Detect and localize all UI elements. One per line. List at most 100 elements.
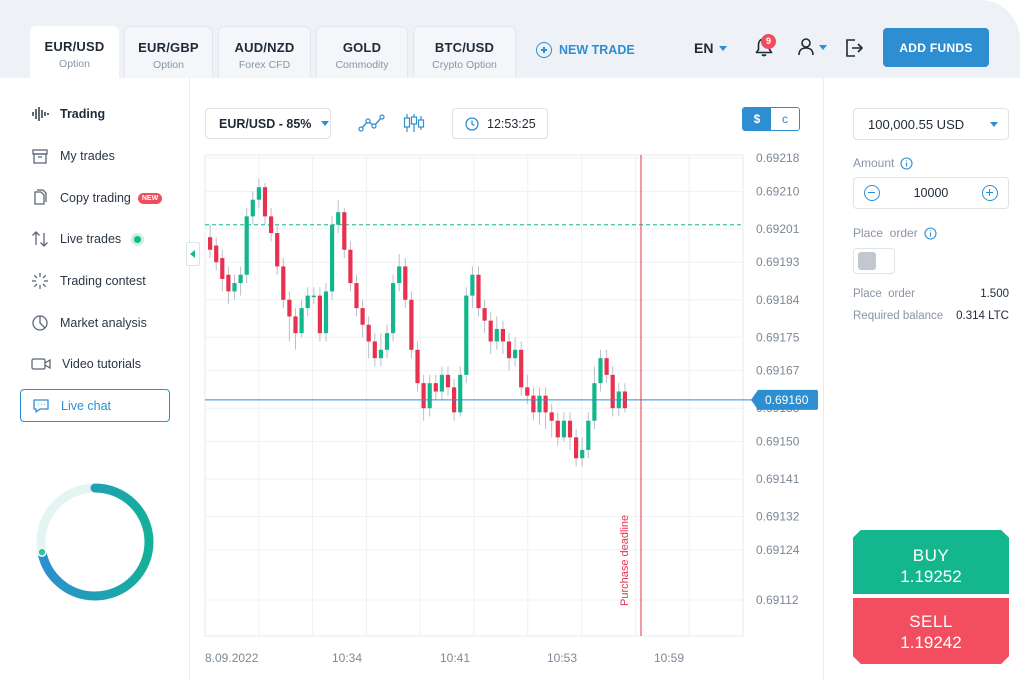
- sidebar-item-trading-contest[interactable]: Trading contest: [20, 265, 170, 297]
- candle-body: [226, 274, 231, 292]
- sidebar-item-my-trades[interactable]: My trades: [20, 140, 170, 172]
- amount-label-row: Amount: [853, 156, 913, 170]
- candle-body: [561, 420, 566, 438]
- new-trade-button[interactable]: NEW TRADE: [536, 42, 635, 58]
- sidebar-item-live-trades[interactable]: Live trades: [20, 223, 170, 255]
- info-icon[interactable]: [924, 226, 937, 240]
- x-tick-label: 10:34: [332, 651, 362, 665]
- candle-body: [592, 383, 597, 421]
- trade-panel: [823, 78, 1020, 680]
- order-row: Required balance 0.314 LTC: [853, 310, 1009, 322]
- tab-gold[interactable]: GOLD Commodity: [316, 26, 408, 78]
- burst-icon: [32, 273, 48, 289]
- candle-body: [323, 291, 329, 334]
- candle-body: [281, 266, 286, 300]
- candle-body: [336, 212, 341, 225]
- candle-body: [537, 395, 542, 413]
- candle-body: [482, 308, 487, 321]
- price-chart[interactable]: 0.69218 0.69210 0.69201 0.69193 0.69184 0.691…: [190, 145, 822, 670]
- sidebar-item-market-analysis[interactable]: Market analysis: [20, 307, 170, 339]
- candlestick-icon[interactable]: [402, 113, 426, 133]
- line-chart-icon[interactable]: [358, 113, 386, 133]
- candle-body: [403, 266, 408, 300]
- candle-body: [269, 216, 274, 234]
- archive-icon: [32, 149, 48, 164]
- y-tick-label: 0.69124: [756, 543, 800, 557]
- x-tick-label: 8.09.2022: [205, 651, 259, 665]
- candle-body: [317, 295, 322, 334]
- live-indicator-dot: [134, 235, 142, 243]
- candle-body: [604, 358, 609, 375]
- chevron-down-icon: [990, 121, 998, 127]
- sidebar-item-label: Trading contest: [60, 274, 146, 288]
- tab-name: EUR/GBP: [138, 40, 199, 55]
- sidebar-item-label: Market analysis: [60, 316, 147, 330]
- sidebar-collapse-handle[interactable]: [186, 242, 200, 266]
- buy-price: 1.19252: [900, 567, 962, 586]
- order-row: Place order 1.500: [853, 288, 1009, 300]
- user-menu[interactable]: [797, 37, 827, 57]
- candle-body: [610, 374, 615, 409]
- y-tick-label: 0.69210: [756, 184, 800, 198]
- info-icon[interactable]: [900, 156, 913, 170]
- place-order-toggle[interactable]: [853, 248, 895, 274]
- sidebar-item-label: Video tutorials: [62, 357, 141, 371]
- waveform-icon: [32, 107, 49, 121]
- currency-dollar-option[interactable]: $: [743, 108, 771, 130]
- sidebar-item-label: Live trades: [60, 232, 122, 246]
- asset-select[interactable]: EUR/USD - 85%: [205, 108, 331, 139]
- current-price-value: 0.69160: [765, 393, 809, 407]
- sidebar-item-trading[interactable]: Trading: [20, 98, 170, 130]
- candle-body: [549, 412, 554, 421]
- place-order-label: Place order: [853, 226, 918, 240]
- sidebar-item-video-tutorials[interactable]: Video tutorials: [20, 348, 170, 380]
- expiry-time[interactable]: 12:53:25: [452, 108, 548, 139]
- notification-badge: 9: [761, 34, 776, 49]
- candle-body: [500, 328, 505, 342]
- plus-icon[interactable]: [981, 185, 998, 201]
- sidebar-item-copy-trading[interactable]: Copy trading NEW: [20, 182, 170, 214]
- chat-icon: [33, 398, 49, 413]
- logout-icon[interactable]: [843, 37, 865, 59]
- language-select[interactable]: EN: [694, 40, 728, 56]
- progress-ring-fill: [36, 483, 154, 601]
- x-axis-ticks: 8.09.2022 10:34 10:41 10:53 10:59: [205, 651, 684, 665]
- amount-input[interactable]: 10000: [913, 186, 949, 200]
- chevron-down-icon: [719, 45, 728, 51]
- candle-body: [366, 324, 371, 342]
- add-funds-button[interactable]: ADD FUNDS: [883, 28, 989, 67]
- sidebar-item-live-chat[interactable]: Live chat: [20, 389, 170, 422]
- candle-body: [525, 387, 530, 396]
- tab-aud-nzd[interactable]: AUD/NZD Forex CFD: [218, 26, 311, 78]
- tab-eur-gbp[interactable]: EUR/GBP Option: [124, 26, 213, 78]
- chart-grid: [204, 154, 744, 637]
- currency-toggle[interactable]: $ c: [742, 107, 800, 131]
- tab-subtitle: Crypto Option: [432, 59, 497, 71]
- currency-cent-option[interactable]: c: [771, 108, 799, 130]
- buy-label: BUY: [912, 546, 950, 565]
- candle-body: [299, 308, 304, 334]
- candle-body: [372, 341, 377, 359]
- minus-icon[interactable]: [864, 185, 880, 201]
- candle-body: [397, 266, 402, 284]
- candle-body: [580, 449, 585, 459]
- candle-body: [354, 283, 359, 309]
- sidebar-item-label: Copy trading: [60, 191, 131, 205]
- sell-button[interactable]: SELL 1.19242: [853, 598, 1009, 664]
- sidebar-item-label: My trades: [60, 149, 115, 163]
- tab-btc-usd[interactable]: BTC/USD Crypto Option: [413, 26, 516, 78]
- candle-body: [476, 274, 481, 309]
- amount-stepper: 10000: [853, 177, 1009, 209]
- balance-select[interactable]: 100,000.55 USD: [853, 108, 1009, 140]
- buy-button[interactable]: BUY 1.19252: [853, 530, 1009, 594]
- candle-body: [458, 374, 463, 413]
- clock-icon: [465, 116, 479, 131]
- y-axis-ticks: 0.69218 0.69210 0.69201 0.69193 0.69184 0.691…: [756, 151, 800, 607]
- candle-body: [293, 316, 298, 334]
- x-tick-label: 10:41: [440, 651, 470, 665]
- tab-subtitle: Forex CFD: [238, 59, 291, 71]
- order-row-key: Required balance: [853, 310, 944, 322]
- candle-body: [232, 283, 237, 292]
- tab-eur-usd[interactable]: EUR/USD Option: [30, 26, 119, 78]
- y-tick-label: 0.69112: [756, 593, 799, 607]
